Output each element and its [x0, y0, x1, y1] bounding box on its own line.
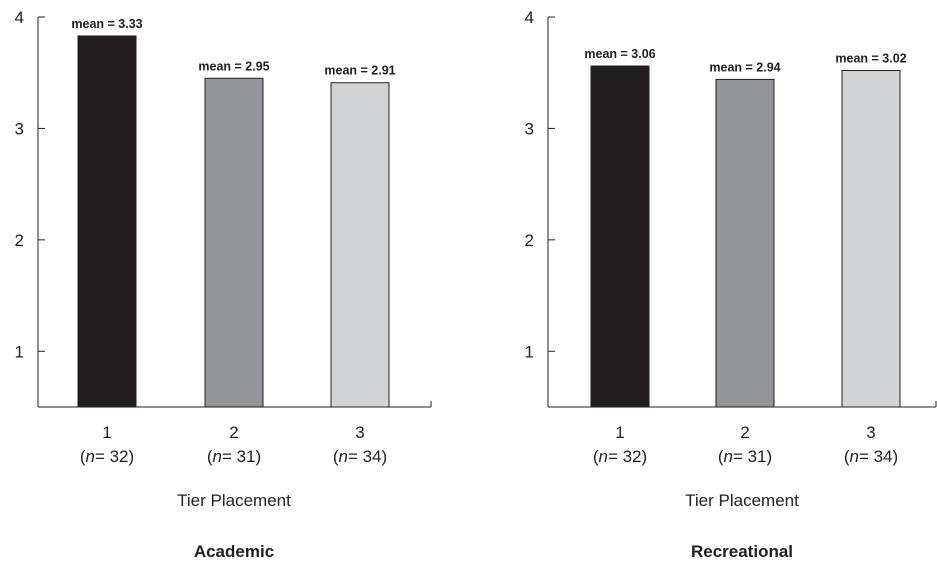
n-value: = 31: [222, 447, 256, 466]
paren-close: ): [893, 447, 899, 466]
x-tick-sample-size: (n= 34): [333, 447, 387, 466]
x-tick-sample-size: (n= 32): [80, 447, 134, 466]
y-tick-label: 2: [15, 231, 24, 250]
x-tick-label: 2: [740, 423, 749, 442]
y-tick-label: 3: [525, 119, 534, 138]
x-tick-label: 3: [355, 423, 364, 442]
x-tick-sample-size: (n= 34): [844, 447, 898, 466]
paren-open: (: [718, 447, 724, 466]
bar-tier-2: [204, 77, 264, 408]
bar-tier-1: [590, 65, 650, 408]
y-tick-label: 4: [15, 8, 24, 27]
n-symbol: n: [338, 447, 347, 466]
paren-open: (: [207, 447, 213, 466]
x-tick-label: 3: [866, 423, 875, 442]
y-tick-label: 1: [525, 342, 534, 361]
x-axis-title: Tier Placement: [177, 491, 291, 510]
x-tick-label: 1: [615, 423, 624, 442]
paren-close: ): [767, 447, 773, 466]
n-value: = 32: [608, 447, 642, 466]
paren-open: (: [80, 447, 86, 466]
bar-tier-3: [330, 82, 390, 408]
n-symbol: n: [85, 447, 94, 466]
paren-open: (: [844, 447, 850, 466]
bar-mean-label: mean = 2.94: [709, 60, 780, 74]
x-tick-label: 1: [102, 423, 111, 442]
y-tick-label: 3: [15, 119, 24, 138]
bar-mean-label: mean = 2.95: [198, 59, 269, 73]
bar-mean-label: mean = 2.91: [324, 64, 395, 78]
paren-open: (: [333, 447, 339, 466]
n-symbol: n: [212, 447, 221, 466]
n-symbol: n: [849, 447, 858, 466]
n-symbol: n: [598, 447, 607, 466]
paren-close: ): [642, 447, 648, 466]
x-tick-sample-size: (n= 31): [207, 447, 261, 466]
x-axis-title: Tier Placement: [685, 491, 799, 510]
bar-mean-label: mean = 3.06: [584, 47, 655, 61]
n-value: = 34: [348, 447, 382, 466]
paren-close: ): [382, 447, 388, 466]
y-tick-label: 2: [525, 231, 534, 250]
x-tick-label: 2: [229, 423, 238, 442]
n-value: = 34: [859, 447, 893, 466]
chart-title: Academic: [194, 542, 274, 561]
bar-mean-label: mean = 3.02: [835, 51, 906, 65]
x-tick-sample-size: (n= 32): [593, 447, 647, 466]
paren-open: (: [593, 447, 599, 466]
x-tick-sample-size: (n= 31): [718, 447, 772, 466]
chart-title: Recreational: [691, 542, 793, 561]
y-tick-label: 4: [525, 8, 534, 27]
bar-tier-1: [77, 35, 137, 408]
n-value: = 32: [95, 447, 129, 466]
n-value: = 31: [733, 447, 767, 466]
paren-close: ): [129, 447, 135, 466]
y-tick-label: 1: [15, 342, 24, 361]
n-symbol: n: [723, 447, 732, 466]
bar-tier-3: [841, 69, 901, 408]
bar-tier-2: [715, 78, 775, 408]
bar-mean-label: mean = 3.33: [71, 17, 142, 31]
paren-close: ): [256, 447, 262, 466]
